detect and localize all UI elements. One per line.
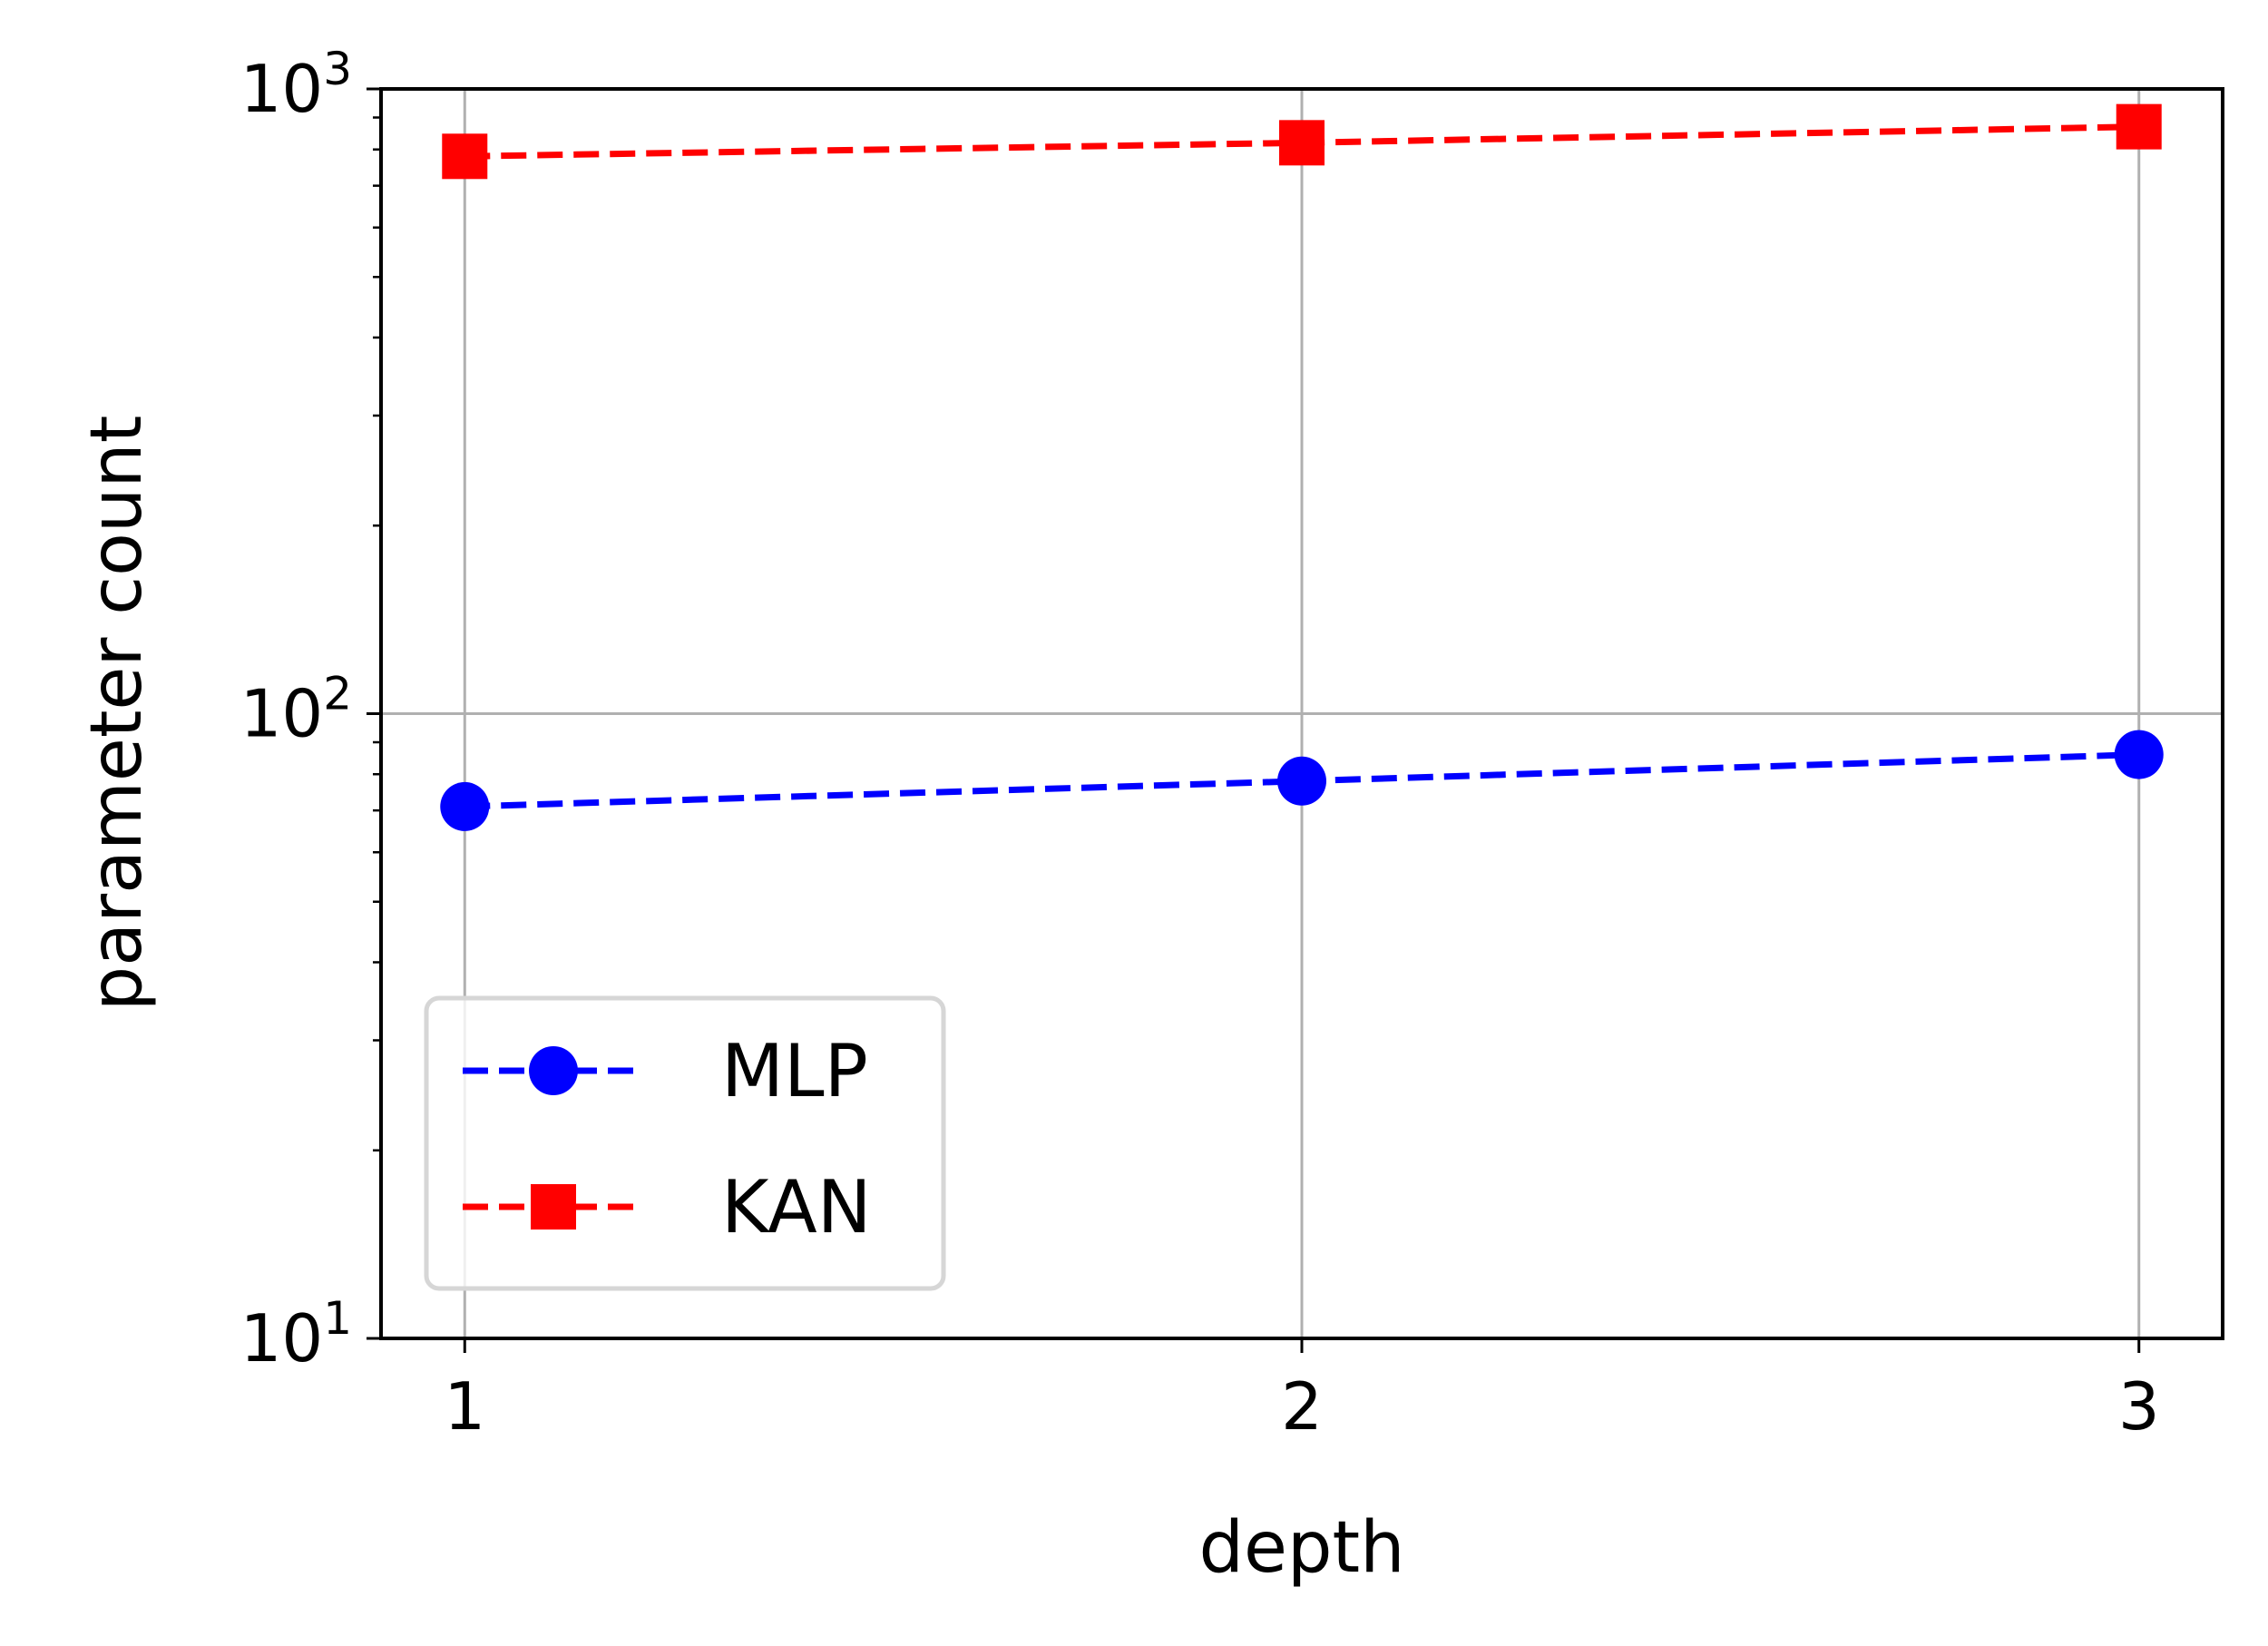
data-point-square xyxy=(2116,103,2162,150)
legend-label: KAN xyxy=(721,1165,872,1249)
series-layer xyxy=(440,103,2164,831)
y-tick-label: 101 xyxy=(240,1292,352,1377)
x-axis-label: depth xyxy=(1198,1507,1404,1589)
data-point-square xyxy=(442,133,488,180)
x-tick-label: 3 xyxy=(2118,1368,2160,1445)
data-point-circle xyxy=(440,781,490,831)
ticks: 1 2 3 101 102 103 xyxy=(240,43,2160,1445)
data-point-square xyxy=(531,1184,576,1230)
data-point-square xyxy=(1279,120,1325,166)
legend-item-mlp[interactable]: MLP xyxy=(463,1029,868,1113)
x-tick-label: 1 xyxy=(444,1368,485,1445)
y-tick-label: 103 xyxy=(240,43,352,127)
series-kan xyxy=(442,103,2162,180)
x-tick-label: 2 xyxy=(1281,1368,1323,1445)
data-point-circle xyxy=(1277,756,1326,806)
data-point-circle xyxy=(529,1046,578,1095)
legend[interactable]: MLP KAN xyxy=(424,995,946,1291)
series-mlp xyxy=(440,730,2164,831)
y-axis-label: parameter count xyxy=(76,416,158,1012)
legend-item-kan[interactable]: KAN xyxy=(463,1165,872,1249)
data-point-circle xyxy=(2114,730,2164,779)
y-tick-label: 102 xyxy=(240,668,352,752)
legend-label: MLP xyxy=(721,1029,868,1113)
